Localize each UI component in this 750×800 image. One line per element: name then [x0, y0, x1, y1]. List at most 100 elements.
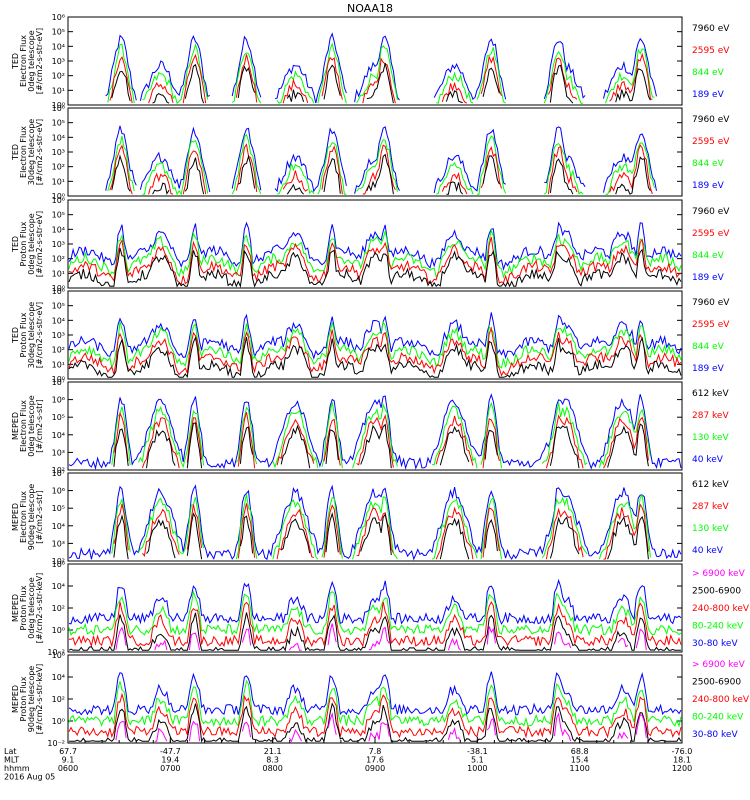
x-tick-label-lat: -38.1: [467, 747, 488, 756]
series-130-kev: [111, 494, 651, 560]
legend-entry: 130 keV: [692, 433, 729, 443]
series-2595-ev: [109, 143, 653, 195]
legend-entry: 189 eV: [692, 273, 725, 283]
y-tick-label: 10⁵: [52, 119, 65, 128]
legend-entry: 2595 eV: [692, 229, 730, 239]
y-axis-label-line: Electron Flux: [19, 35, 28, 87]
series-2595-ev: [68, 326, 682, 377]
x-tick-label-mlt: 9.1: [62, 756, 75, 765]
y-tick-label: 10⁰: [52, 284, 65, 293]
x-tick-label-hhmm: 1100: [569, 764, 589, 773]
x-tick-label-hhmm: 0800: [262, 764, 282, 773]
legend-entry: 7960 eV: [692, 207, 730, 217]
y-axis-label-line: [#/cm2-s-str-keV]: [35, 573, 44, 644]
series-844-ev: [68, 321, 682, 369]
x-row-label: hhmm: [4, 764, 30, 773]
legend-entry: 2500-6900: [692, 586, 741, 596]
y-tick-label: 10⁻²: [47, 648, 65, 657]
series-287-kev: [113, 503, 649, 560]
x-tick-label-mlt: 8.3: [266, 756, 279, 765]
y-tick-label: 10⁵: [52, 302, 65, 311]
panel-3: 10⁰ 10¹ 10² 10³ 10⁴ 10⁵ 10⁶ TEDProton Flux0deg …: [11, 196, 730, 293]
series-240-800-kev: [68, 692, 682, 739]
y-tick-label: 10⁶: [52, 651, 65, 660]
series-2500-6900: [68, 612, 681, 652]
y-tick-label: 10¹: [52, 269, 65, 278]
x-tick-label-hhmm: 0600: [58, 764, 78, 773]
y-axis-label-line: [#/cm2-s-str-keV]: [35, 664, 44, 735]
y-axis-label-line: Proton Flux: [19, 312, 28, 357]
panel-8: 10⁻² 10⁰ 10² 10⁴ 10⁶ MEPEDProton Flux90deg te…: [11, 651, 750, 748]
date-label: 2016 Aug 05: [4, 773, 55, 782]
x-tick-label-mlt: 19.4: [161, 756, 179, 765]
legend-entry: 7960 eV: [692, 24, 730, 34]
panel-1: 10⁰ 10¹ 10² 10³ 10⁴ 10⁵ 10⁶ TEDElectron Flux0de…: [11, 13, 730, 110]
legend-entry: 189 eV: [692, 90, 725, 100]
legend-entry: 40 keV: [692, 455, 724, 465]
legend-entry: 240-800 keV: [692, 695, 750, 705]
y-tick-label: 10⁵: [52, 413, 65, 422]
y-tick-label: 10¹: [52, 177, 65, 186]
y-axis-label-line: [#/cm2-s-str-eV]: [35, 211, 44, 277]
y-tick-label: 10⁷: [52, 469, 65, 478]
series-844-ev: [107, 42, 655, 105]
y-tick-label: 10⁴: [52, 673, 65, 682]
legend-entry: 80-240 keV: [692, 622, 744, 632]
y-axis-label-line: TED: [11, 236, 20, 253]
legend-entry: 7960 eV: [692, 298, 730, 308]
series-287-kev: [113, 411, 649, 469]
y-tick-label: 10⁴: [52, 582, 65, 591]
y-tick-label: 10⁶: [52, 560, 65, 569]
legend-entry: 612 keV: [692, 389, 729, 399]
y-axis-label-line: 0deg telescope: [27, 30, 36, 91]
y-axis-label-line: [#/cm2-s-str]: [35, 399, 44, 452]
panel-frame: [67, 472, 683, 562]
y-axis-label-line: Proton Flux: [19, 676, 28, 721]
x-tick-label-lat: 7.8: [369, 747, 382, 756]
x-tick-label-lat: -76.0: [672, 747, 693, 756]
legend-entry: 189 eV: [692, 181, 725, 191]
legend-entry: 287 keV: [692, 502, 729, 512]
y-tick-label: 10⁴: [52, 225, 65, 234]
y-axis-label-line: [#/cm2-s-str-eV]: [35, 302, 44, 368]
y-tick-label: 10²: [52, 604, 65, 613]
series-844-ev: [107, 133, 655, 196]
x-tick-label-mlt: 5.1: [471, 756, 484, 765]
series-40-kev: [68, 393, 682, 471]
series--6900-kev: [115, 711, 647, 743]
y-tick-label: 10¹: [52, 86, 65, 95]
legend-entry: 30-80 keV: [692, 639, 738, 649]
series-30-80-kev: [68, 578, 682, 626]
x-row-label: Lat: [4, 747, 17, 756]
series-189-ev: [68, 221, 682, 271]
y-tick-label: 10⁶: [52, 196, 65, 205]
y-tick-label: 10³: [52, 539, 65, 548]
series-40-kev: [68, 484, 682, 561]
legend-entry: 844 eV: [692, 251, 725, 261]
series-612-kev: [113, 422, 649, 469]
legend-entry: 7960 eV: [692, 115, 730, 125]
y-axis-label-line: 30deg telescope: [27, 119, 36, 186]
series-844-ev: [68, 228, 682, 279]
y-axis-label-line: 0deg telescope: [27, 577, 36, 638]
y-tick-label: 10²: [52, 346, 65, 355]
series-7960-ev: [111, 62, 651, 104]
series-2500-6900: [69, 702, 682, 743]
x-row-label: MLT: [4, 756, 19, 765]
series-7960-ev: [68, 247, 682, 288]
y-axis-label: MEPEDElectron Flux90deg telescope[#/cm2-…: [11, 484, 44, 551]
series-2595-ev: [68, 236, 682, 286]
legend-entry: 612 keV: [692, 480, 729, 490]
y-axis-label-line: TED: [11, 327, 20, 344]
chart-title: NOAA18: [347, 2, 393, 15]
series-612-kev: [113, 511, 649, 560]
y-tick-label: 10⁶: [52, 396, 65, 405]
panel-frame: [67, 199, 683, 289]
y-tick-label: 10⁵: [52, 28, 65, 37]
y-tick-label: 10⁰: [52, 626, 65, 635]
x-tick-label-mlt: 15.4: [571, 756, 589, 765]
y-tick-label: 10⁰: [52, 375, 65, 384]
legend-entry: 2595 eV: [692, 137, 730, 147]
legend-entry: 189 eV: [692, 364, 725, 374]
